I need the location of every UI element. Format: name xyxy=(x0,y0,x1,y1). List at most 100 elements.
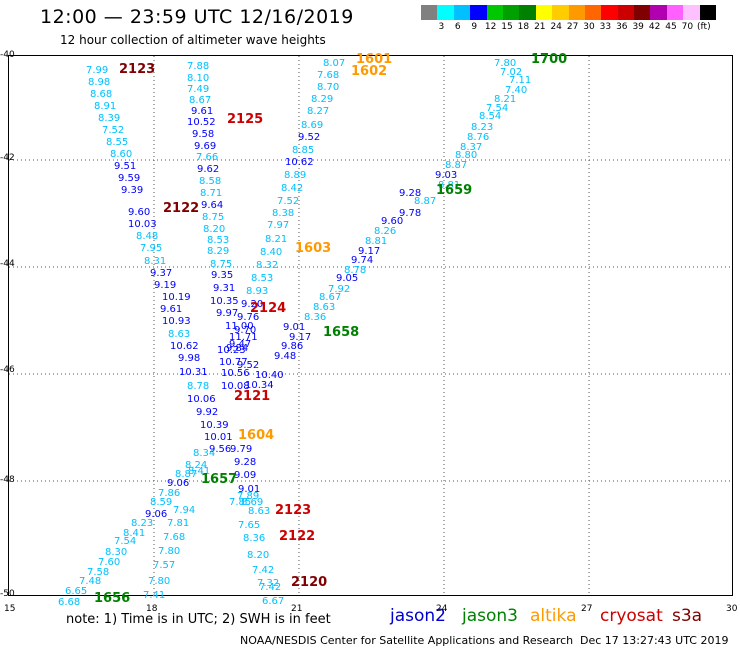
wave-height-observation: 8.20 xyxy=(247,550,270,561)
wave-height-observation: 7.11 xyxy=(509,75,532,86)
track-time-label: 2121 xyxy=(234,389,271,404)
wave-height-observation: 8.69 xyxy=(241,497,264,508)
wave-height-observation: 9.98 xyxy=(178,353,201,364)
wave-height-observation: 8.85 xyxy=(292,145,315,156)
wave-height-observation: 7.80 xyxy=(158,546,181,557)
wave-height-observation: 9.92 xyxy=(196,407,219,418)
legend-altika: altika xyxy=(530,606,577,626)
wave-height-observation: 9.56 xyxy=(209,444,232,455)
wave-height-observation: 8.78 xyxy=(187,381,210,392)
wave-height-observation: 8.34 xyxy=(193,448,216,459)
wave-height-observation: 8.40 xyxy=(260,247,283,258)
wave-height-observation: 8.37 xyxy=(460,142,483,153)
wave-height-observation: 9.37 xyxy=(150,268,173,279)
wave-height-observation: 7.99 xyxy=(86,65,109,76)
wave-height-observation: 8.10 xyxy=(187,73,210,84)
wave-height-observation: 8.31 xyxy=(144,256,167,267)
wave-height-observation: 9.47 xyxy=(229,339,252,350)
wave-height-observation: 8.30 xyxy=(105,547,128,558)
wave-height-observation: 8.75 xyxy=(202,212,225,223)
wave-height-observation: 8.42 xyxy=(281,183,304,194)
wave-height-observation: 10.40 xyxy=(255,370,284,381)
wave-height-observation: 9.69 xyxy=(194,141,217,152)
wave-height-observation: 9.20 xyxy=(241,299,264,310)
wave-height-observation: 10.31 xyxy=(179,367,208,378)
legend-cryosat: cryosat xyxy=(600,606,663,626)
colorbar-swatch xyxy=(666,5,684,20)
wave-height-observation: 8.81 xyxy=(438,180,461,191)
wave-height-observation: 6.68 xyxy=(58,597,81,608)
colorbar-label: 24 xyxy=(550,22,562,32)
generated-timestamp: Dec 17 13:27:43 UTC 2019 xyxy=(580,634,729,647)
colorbar-label: 42 xyxy=(648,22,661,32)
wave-height-observation: 8.87 xyxy=(175,469,198,480)
colorbar-label: 21 xyxy=(534,22,546,32)
colorbar-swatch xyxy=(535,5,553,20)
wave-height-observation: 9.76 xyxy=(237,312,260,323)
colorbar-swatch xyxy=(486,5,503,20)
colorbar-label: 12 xyxy=(484,22,497,32)
colorbar-label: 70 xyxy=(681,22,694,32)
legend-jason2: jason2 xyxy=(390,606,446,626)
wave-height-observation: 8.41 xyxy=(188,466,211,477)
wave-height-observation: 10.19 xyxy=(162,292,191,303)
wave-height-observation: 8.55 xyxy=(106,137,129,148)
latitude-tick: -48 xyxy=(0,475,15,485)
colorbar-label: 18 xyxy=(517,22,530,32)
track-time-label: 2125 xyxy=(227,112,264,127)
colorbar-swatch xyxy=(470,5,487,20)
wave-height-observation: 9.51 xyxy=(114,161,137,172)
wave-height-observation: 10.01 xyxy=(204,432,233,443)
wave-height-observation: 8.07 xyxy=(323,58,346,69)
colorbar-label: 36 xyxy=(616,22,628,32)
colorbar-swatch xyxy=(683,5,700,20)
track-time-label: 2123 xyxy=(275,503,312,518)
wave-height-observation: 9.79 xyxy=(230,444,253,455)
wave-height-observation: 9.62 xyxy=(197,164,220,175)
wave-height-observation: 9.60 xyxy=(128,207,151,218)
wave-height-observation: 10.56 xyxy=(221,368,250,379)
wave-height-observation: 8.48 xyxy=(136,231,159,242)
wave-height-observation: 7.86 xyxy=(158,488,181,499)
colorbar-label: 3 xyxy=(438,22,445,32)
colorbar-label: 27 xyxy=(566,22,579,32)
track-time-label: 1604 xyxy=(238,428,275,443)
colorbar-label: 45 xyxy=(665,22,677,32)
wave-height-observation: 7.66 xyxy=(196,152,219,163)
wave-height-observation: 8.89 xyxy=(284,170,307,181)
wave-height-observation: 9.86 xyxy=(281,341,304,352)
wave-height-observation: 10.08 xyxy=(221,381,250,392)
wave-height-observation: 10.62 xyxy=(285,157,314,168)
wave-height-observation: 9.31 xyxy=(213,283,236,294)
wave-height-observation: 9.19 xyxy=(154,280,177,291)
wave-height-observation: 9.59 xyxy=(118,173,141,184)
wave-height-observation: 8.26 xyxy=(374,226,397,237)
wave-height-observation: 8.21 xyxy=(494,94,517,105)
wave-height-observation: 8.93 xyxy=(246,286,269,297)
track-time-label: 2120 xyxy=(291,575,328,590)
wave-height-observation: 7.80 xyxy=(148,576,171,587)
wave-height-observation: 9.61 xyxy=(191,106,214,117)
longitude-tick: 18 xyxy=(146,604,158,614)
map-plot-area: 7.99 8.98 8.68 8.91 8.39 7.52 8.55 8.60 9.51 9.59… xyxy=(8,53,733,608)
wave-height-observation: 8.53 xyxy=(207,235,230,246)
wave-height-observation: 9.97 xyxy=(216,308,239,319)
colorbar-label: 33 xyxy=(599,22,612,32)
colorbar-swatch xyxy=(584,5,602,20)
wave-height-observation: 9.03 xyxy=(435,170,458,181)
legend-s3a: s3a xyxy=(672,606,703,626)
wave-height-observation: 8.20 xyxy=(203,224,226,235)
wave-height-observation: 7.48 xyxy=(79,576,102,587)
wave-height-observation: 8.29 xyxy=(311,94,334,105)
colorbar-swatch xyxy=(453,5,471,20)
wave-height-observation: 10.52 xyxy=(187,117,216,128)
wave-height-observation: 8.78 xyxy=(344,265,367,276)
wave-height-observation: 8.67 xyxy=(319,292,342,303)
wave-height-observation: 8.41 xyxy=(123,528,146,539)
wave-height-observation: 9.28 xyxy=(399,188,422,199)
wave-height-observation: 7.32 xyxy=(257,578,280,589)
wave-height-observation: 9.61 xyxy=(160,304,183,315)
colorbar-swatch xyxy=(552,5,569,20)
wave-height-observation: 7.49 xyxy=(187,84,210,95)
wave-height-observation: 8.98 xyxy=(88,77,111,88)
